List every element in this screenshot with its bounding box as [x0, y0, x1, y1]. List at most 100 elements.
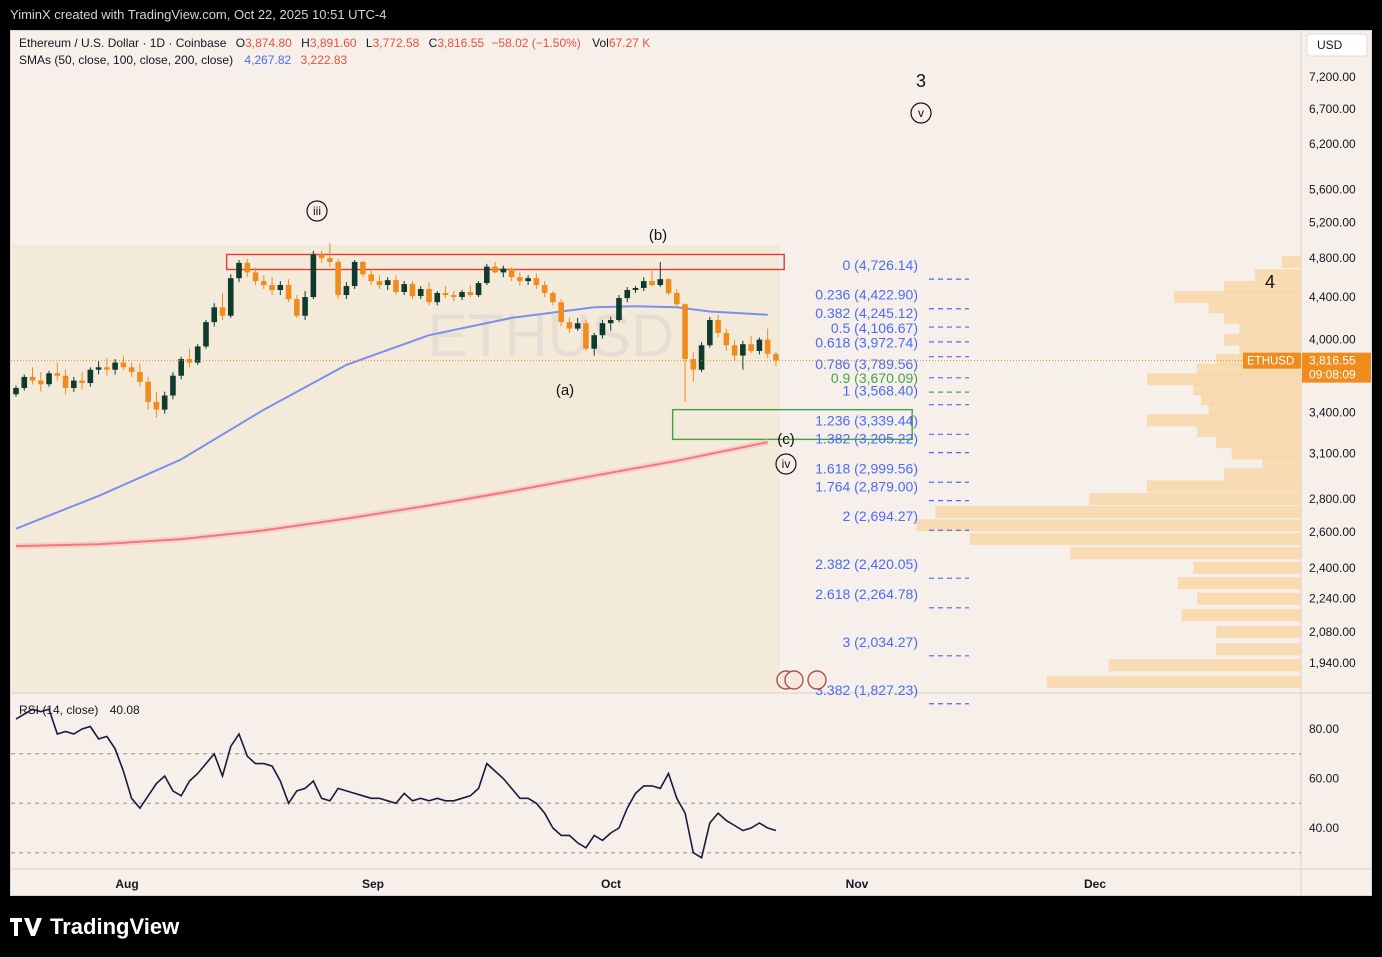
fib-level-label: 2 (2,694.27): [843, 508, 919, 524]
volume-profile-bar: [1193, 383, 1301, 396]
fib-level-label: 3.382 (1,827.23): [815, 682, 918, 698]
candle-body: [194, 346, 201, 363]
volume-profile-bar: [1173, 291, 1301, 304]
chart-legend[interactable]: Ethereum / U.S. Dollar · 1D · Coinbase O…: [19, 36, 650, 717]
candle-body: [665, 279, 672, 294]
tradingview-branding[interactable]: TradingView: [10, 912, 179, 942]
volume-profile-bar: [1046, 675, 1301, 688]
candle-body: [682, 304, 688, 360]
sma-label: SMAs (50, close, 100, close, 200, close): [19, 53, 233, 67]
volume-profile-bar: [1216, 643, 1301, 656]
time-tick: Sep: [362, 877, 384, 891]
wave-iii-label: iii: [313, 204, 321, 218]
candle-body: [145, 381, 151, 402]
low-value: 3,772.58: [373, 36, 420, 50]
symbol-description: Ethereum / U.S. Dollar · 1D · Coinbase: [19, 36, 227, 50]
candle-body: [715, 319, 721, 334]
legend-rsi: RSI (14, close) 40.08: [19, 703, 140, 717]
close-label: C: [429, 36, 438, 50]
volume-profile-bar: [1208, 301, 1301, 314]
candle-body: [591, 335, 597, 349]
candle-body: [153, 401, 160, 410]
legend-ohlc: Ethereum / U.S. Dollar · 1D · Coinbase O…: [19, 36, 650, 50]
candle-body: [764, 339, 771, 354]
fib-level-label: 0.618 (3,972.74): [815, 335, 918, 351]
candle-body: [137, 372, 143, 382]
range-highlight: [12, 245, 780, 693]
candle-body: [13, 387, 19, 395]
high-value: 3,891.60: [310, 36, 357, 50]
wave-c-label: (c): [777, 431, 795, 448]
fib-level-label: 1.382 (3,205.22): [815, 431, 918, 447]
currency-button[interactable]: USD: [1306, 33, 1368, 57]
volume-profile-bar: [1216, 436, 1301, 449]
low-label: L: [366, 36, 373, 50]
fib-level-label: 0.786 (3,789.56): [815, 356, 918, 372]
candle-body: [533, 278, 540, 286]
fib-level-label: 0.9 (3,670.09): [831, 370, 918, 386]
volume-profile-bar: [1197, 592, 1301, 605]
event-flags[interactable]: [776, 670, 827, 690]
price-tick: 4,800.00: [1309, 251, 1356, 265]
creator-credit: YiminX created with TradingView.com, Oct…: [10, 7, 387, 22]
candle-body: [508, 268, 515, 278]
candle-body: [624, 290, 631, 299]
fib-level-label: 3 (2,034.27): [843, 634, 919, 650]
currency-button-bg[interactable]: [1306, 33, 1368, 57]
volume-value: 67.27 K: [609, 36, 650, 50]
candle-body: [310, 254, 317, 298]
price-tick: 3,100.00: [1309, 447, 1356, 461]
candle-body: [327, 258, 333, 262]
price-tick: 5,200.00: [1309, 215, 1356, 229]
rsi-line: [15, 708, 777, 859]
candle-body: [244, 262, 251, 273]
price-tick: 7,200.00: [1309, 70, 1356, 84]
wave-a-label: (a): [556, 382, 574, 399]
rsi-pane[interactable]: [11, 708, 1301, 859]
candle-body: [467, 292, 474, 296]
rsi-label: RSI (14, close): [19, 703, 98, 717]
time-axis[interactable]: Aug Sep Oct Nov Dec: [115, 877, 1106, 891]
candle-body: [541, 285, 548, 294]
price-tag-countdown: 09:08:09: [1309, 368, 1356, 382]
candle-body: [690, 359, 697, 370]
candle-body: [318, 254, 325, 259]
event-flag-icon[interactable]: [784, 670, 804, 690]
fib-level-label: 0.236 (4,422.90): [815, 287, 918, 303]
fib-extension[interactable]: 0 (4,726.14) 0.236 (4,422.90) 0.382 (4,245…: [815, 257, 969, 705]
volume-profile-bar: [1254, 269, 1301, 282]
legend-sma: SMAs (50, close, 100, close, 200, close)…: [19, 53, 348, 67]
chart-frame[interactable]: ETHUSD 0 (4,726.14) 0.236 (4,422.90) 0.382…: [10, 30, 1372, 896]
rsi-tick: 80.00: [1309, 722, 1339, 736]
candle-body: [566, 322, 573, 329]
price-axis[interactable]: 7,200.00 6,700.00 6,200.00 5,600.00 5,200.00…: [1309, 70, 1356, 670]
wave-labels[interactable]: iii (b) (a) (c) iv 3 v 4: [306, 71, 1275, 475]
candle-body: [335, 261, 341, 296]
candle-body: [112, 362, 118, 370]
symbol-tag: ETHUSD: [1247, 356, 1294, 368]
chart-svg[interactable]: ETHUSD 0 (4,726.14) 0.236 (4,422.90) 0.382…: [11, 31, 1371, 895]
event-flag-icon[interactable]: [807, 670, 827, 690]
candle-body: [161, 395, 168, 410]
candle-body: [360, 261, 366, 275]
candles[interactable]: [13, 243, 779, 418]
fib-level-label: 2.618 (2,264.78): [815, 586, 918, 602]
price-tag: ETHUSD 3,816.55 09:08:09: [1243, 352, 1371, 383]
volume-profile-bar: [1193, 561, 1301, 574]
symbol-tag-bg: [1243, 352, 1301, 369]
candle-body: [409, 284, 416, 297]
price-tick: 4,400.00: [1309, 290, 1356, 304]
candle-body: [203, 322, 209, 347]
candle-body: [227, 278, 234, 316]
candle-body: [87, 369, 94, 384]
change-value: −58.02 (−1.50%): [491, 36, 580, 50]
wave-4-label: 4: [1265, 272, 1275, 292]
candle-body: [583, 323, 589, 349]
volume-profile-bar: [1089, 493, 1301, 506]
price-tick: 2,080.00: [1309, 625, 1356, 639]
candle-body: [95, 367, 102, 370]
candle-body: [773, 353, 779, 361]
open-value: 3,874.80: [245, 36, 292, 50]
rsi-axis[interactable]: 80.00 60.00 40.00: [1309, 722, 1339, 835]
candle-body: [178, 359, 184, 376]
